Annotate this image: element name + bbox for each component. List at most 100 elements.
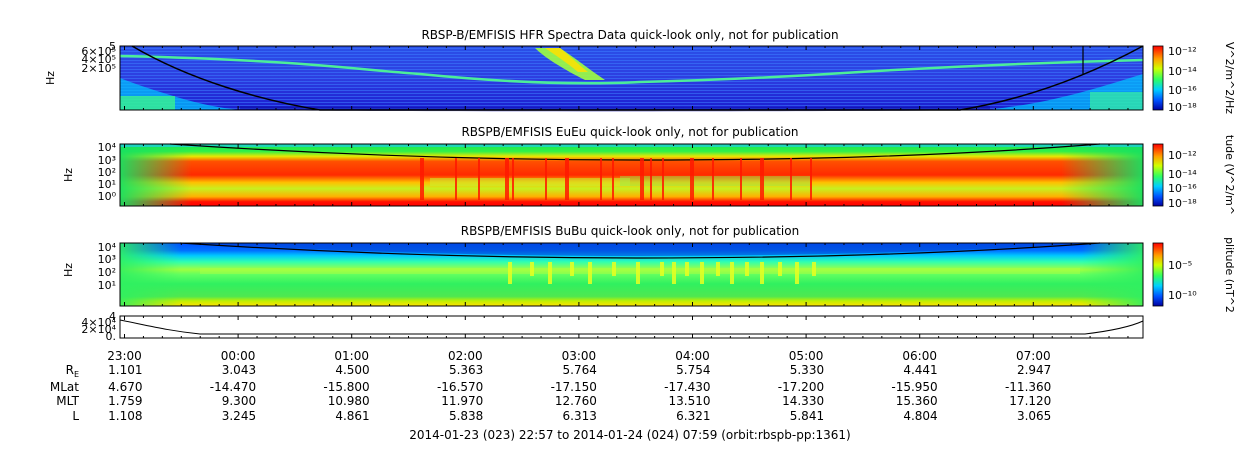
hfr-ytick: 6×10⁵ bbox=[81, 45, 116, 58]
upper-hybrid-band bbox=[119, 54, 1144, 85]
eueu-burst bbox=[810, 158, 812, 200]
bubu-burst bbox=[530, 262, 534, 276]
panel-bubu: RBSPB/EMFISIS BuBu quick-look only, not … bbox=[62, 224, 1236, 313]
eueu-burst bbox=[740, 158, 742, 200]
eueu-ytick: 10³ bbox=[98, 154, 116, 167]
eph-value-mlat: -16.570 bbox=[437, 380, 483, 394]
eueu-colorbar bbox=[1152, 143, 1164, 207]
line-ytick: 4×10⁴ bbox=[81, 316, 116, 329]
eueu-cbar-tick: 10⁻¹⁸ bbox=[1168, 197, 1197, 210]
eph-value-l: 3.065 bbox=[1017, 409, 1051, 423]
eph-value-l: 4.804 bbox=[903, 409, 937, 423]
bubu-burst bbox=[812, 262, 816, 276]
bubu-burst bbox=[588, 262, 592, 284]
panel-eueu: RBSPB/EMFISIS EuEu quick-look only, not … bbox=[62, 125, 1236, 215]
eueu-burst bbox=[505, 158, 509, 200]
eueu-burst bbox=[612, 158, 614, 200]
eph-value-mlt: 1.759 bbox=[108, 394, 142, 408]
eph-value-l: 1.108 bbox=[108, 409, 142, 423]
hfr-ytick: 2×10⁵ bbox=[81, 62, 116, 75]
bubu-cbar-tick: 10⁻⁵ bbox=[1168, 259, 1192, 272]
eph-value-l: 6.313 bbox=[563, 409, 597, 423]
eph-value-mlat: -14.470 bbox=[210, 380, 256, 394]
footer-time-range: 2014-01-23 (023) 22:57 to 2014-01-24 (02… bbox=[409, 428, 850, 442]
eph-value-mlat: -15.800 bbox=[323, 380, 369, 394]
bubu-ytick: 10¹ bbox=[98, 279, 116, 292]
eueu-burst bbox=[662, 158, 664, 200]
eueu-ytick: 10⁰ bbox=[98, 190, 117, 203]
eueu-burst bbox=[600, 158, 602, 200]
eueu-burst bbox=[455, 158, 457, 200]
eph-value-l: 5.841 bbox=[790, 409, 824, 423]
eph-value-r: 5.764 bbox=[563, 363, 597, 377]
spectral-bursts bbox=[420, 158, 816, 284]
hfr-ytick-top: 5 bbox=[109, 40, 116, 53]
line-ytick: 2×10⁴ bbox=[81, 323, 116, 336]
panel-bubu-frame bbox=[119, 242, 1144, 307]
eueu-burst bbox=[512, 158, 514, 200]
eueu-cbar-tick: 10⁻¹² bbox=[1168, 149, 1197, 162]
eueu-ytick: 10¹ bbox=[98, 178, 116, 191]
eueu-burst bbox=[790, 158, 792, 200]
bubu-ytick: 10² bbox=[98, 266, 116, 279]
bubu-colorbar bbox=[1152, 242, 1164, 307]
eph-value-r: 5.330 bbox=[790, 363, 824, 377]
panel-line-frame bbox=[119, 315, 1144, 339]
eph-value-mlt: 15.360 bbox=[896, 394, 938, 408]
eph-value-mlat: -11.360 bbox=[1005, 380, 1051, 394]
bubu-burst bbox=[700, 262, 704, 284]
eueu-ytick: 10⁴ bbox=[98, 141, 117, 154]
eph-value-mlt: 9.300 bbox=[222, 394, 256, 408]
eueu-cbar-tick: 10⁻¹⁶ bbox=[1168, 182, 1197, 195]
eph-value-r: 4.500 bbox=[335, 363, 369, 377]
eueu-burst bbox=[712, 158, 714, 200]
hfr-cbar-tick: 10⁻¹² bbox=[1168, 45, 1197, 58]
eueu-burst bbox=[640, 158, 644, 200]
eph-label-mlt: MLT bbox=[56, 394, 79, 408]
eph-value-mlat: -17.200 bbox=[778, 380, 824, 394]
bubu-burst bbox=[636, 262, 640, 284]
hfr-cbar-label: V^2/m^2/Hz bbox=[1223, 42, 1236, 114]
eph-label-mlat: MLat bbox=[50, 380, 79, 394]
eph-label-r: RE bbox=[66, 363, 79, 379]
bubu-burst bbox=[778, 262, 782, 276]
panel-bubu-title: RBSPB/EMFISIS BuBu quick-look only, not … bbox=[461, 224, 799, 238]
eph-value-mlat: 4.670 bbox=[108, 380, 142, 394]
eph-value-l: 4.861 bbox=[335, 409, 369, 423]
eueu-ylabel: Hz bbox=[62, 168, 75, 182]
bubu-ytick: 10⁴ bbox=[98, 241, 117, 254]
eph-time-label: 04:00 bbox=[675, 349, 710, 363]
hfr-ylabel: Hz bbox=[44, 71, 57, 85]
eph-time-label: 00:00 bbox=[221, 349, 256, 363]
eph-time-label: 01:00 bbox=[334, 349, 369, 363]
bubu-burst bbox=[760, 262, 764, 284]
eueu-cbar-tick: 10⁻¹⁴ bbox=[1168, 168, 1197, 181]
eph-value-mlat: -17.430 bbox=[664, 380, 710, 394]
eph-time-label: 23:00 bbox=[107, 349, 142, 363]
eueu-burst bbox=[650, 158, 652, 200]
bubu-burst bbox=[612, 262, 616, 276]
panel-eueu-frame bbox=[119, 143, 1144, 207]
bubu-burst bbox=[672, 262, 676, 284]
bubu-burst bbox=[716, 262, 720, 276]
eph-value-r: 1.101 bbox=[108, 363, 142, 377]
eueu-burst bbox=[420, 158, 424, 200]
eph-time-label: 03:00 bbox=[562, 349, 597, 363]
eph-value-l: 6.321 bbox=[676, 409, 710, 423]
panel-eueu-title: RBSPB/EMFISIS EuEu quick-look only, not … bbox=[461, 125, 798, 139]
eph-time-label: 05:00 bbox=[789, 349, 824, 363]
bubu-burst bbox=[570, 262, 574, 276]
eph-value-mlt: 13.510 bbox=[669, 394, 711, 408]
eph-value-r: 4.441 bbox=[903, 363, 937, 377]
bubu-burst bbox=[745, 262, 749, 276]
eueu-burst bbox=[565, 158, 569, 200]
hfr-ytick: 4×10⁵ bbox=[81, 53, 116, 66]
eph-time-label: 07:00 bbox=[1016, 349, 1051, 363]
panel-line-curve bbox=[119, 319, 1144, 335]
eph-value-r: 5.754 bbox=[676, 363, 710, 377]
panel-line: 4 4×10⁴ 2×10⁴ 0. bbox=[81, 310, 1144, 343]
line-ytick: 0. bbox=[106, 330, 117, 343]
bubu-burst bbox=[508, 262, 512, 284]
